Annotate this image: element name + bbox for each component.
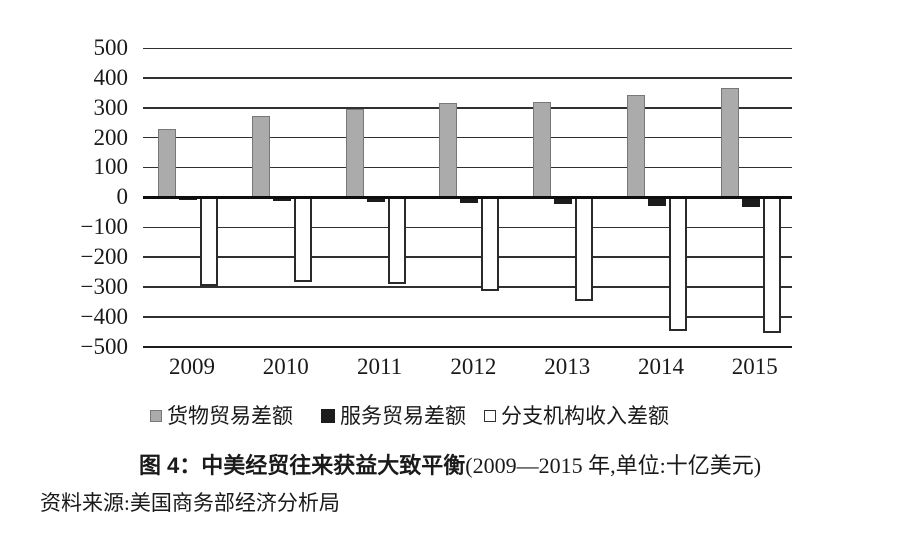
gridline-100 [143, 166, 792, 169]
bar-分支机构收入差额-2010 [293, 197, 312, 282]
x-tick-label-2015: 2015 [731, 354, 778, 379]
bar-分支机构收入差额-2012 [481, 197, 500, 291]
legend-swatch-货物贸易差额-icon [150, 410, 162, 422]
gridline-500 [143, 47, 792, 49]
gridline-200 [143, 137, 792, 139]
caption-period-unit: (2009—2015 年,单位:十亿美元) [465, 453, 762, 478]
legend-swatch-服务贸易差额-icon [321, 409, 335, 423]
bar-服务贸易差额-2015 [741, 197, 760, 208]
gridline--200 [143, 256, 792, 258]
bar-货物贸易差额-2010 [251, 115, 270, 198]
bar-服务贸易差额-2013 [554, 197, 573, 205]
gridline-300 [143, 107, 792, 109]
y-tick-label--500: −500 [80, 333, 128, 359]
gridline-400 [143, 77, 792, 79]
bar-分支机构收入差额-2015 [762, 197, 781, 334]
chart-legend: 货物贸易差额 服务贸易差额 分支机构收入差额 [150, 401, 669, 431]
y-tick-label-400: 400 [93, 64, 129, 90]
bar-服务贸易差额-2010 [272, 197, 291, 202]
x-axis-line [143, 346, 792, 348]
y-tick-label--400: −400 [80, 303, 128, 329]
bar-货物贸易差额-2011 [345, 109, 364, 198]
bar-分支机构收入差额-2013 [575, 197, 594, 301]
x-tick-label-2014: 2014 [638, 354, 684, 379]
legend-item-分支机构收入差额: 分支机构收入差额 [484, 402, 669, 430]
legend-swatch-分支机构收入差额-icon [484, 410, 496, 422]
bar-服务贸易差额-2011 [366, 197, 385, 203]
y-tick-label-300: 300 [93, 94, 129, 120]
figure-source: 资料来源:美国商务部经济分析局 [40, 491, 340, 515]
bar-货物贸易差额-2009 [158, 129, 176, 198]
bar-分支机构收入差额-2011 [387, 197, 406, 284]
figure-caption: 图 4：中美经贸往来获益大致平衡(2009—2015 年,单位:十亿美元) [0, 451, 900, 481]
x-tick-label-2009: 2009 [169, 354, 215, 379]
y-tick-label-200: 200 [93, 124, 129, 150]
legend-label-服务贸易差额: 服务贸易差额 [340, 404, 466, 428]
bar-分支机构收入差额-2014 [669, 197, 687, 332]
y-tick-label-0: 0 [116, 184, 129, 210]
legend-item-货物贸易差额: 货物贸易差额 [150, 402, 293, 430]
x-tick-label-2012: 2012 [450, 354, 497, 379]
y-tick-label--200: −200 [80, 243, 128, 269]
bar-货物贸易差额-2012 [439, 103, 458, 198]
gridline--100 [143, 226, 792, 228]
y-tick-label--100: −100 [80, 214, 128, 240]
y-tick-label--300: −300 [80, 273, 128, 299]
x-tick-label-2013: 2013 [544, 354, 591, 379]
legend-label-货物贸易差额: 货物贸易差额 [167, 404, 293, 428]
x-tick-label-2010: 2010 [262, 354, 309, 379]
bar-货物贸易差额-2015 [720, 87, 739, 198]
y-tick-label-100: 100 [93, 154, 129, 180]
legend-item-服务贸易差额: 服务贸易差额 [321, 402, 466, 430]
gridline--300 [143, 286, 792, 288]
bar-服务贸易差额-2014 [648, 197, 666, 206]
bar-分支机构收入差额-2009 [200, 197, 218, 287]
bar-服务贸易差额-2012 [460, 197, 479, 204]
legend-label-分支机构收入差额: 分支机构收入差额 [501, 404, 669, 428]
bar-货物贸易差额-2014 [627, 94, 645, 198]
gridline--400 [143, 316, 792, 318]
bar-货物贸易差额-2013 [533, 101, 552, 198]
x-tick-label-2011: 2011 [357, 354, 403, 379]
caption-title: 图 4：中美经贸往来获益大致平衡 [138, 453, 466, 478]
y-tick-label-500: 500 [93, 35, 129, 60]
zero-axis-line [143, 195, 792, 199]
